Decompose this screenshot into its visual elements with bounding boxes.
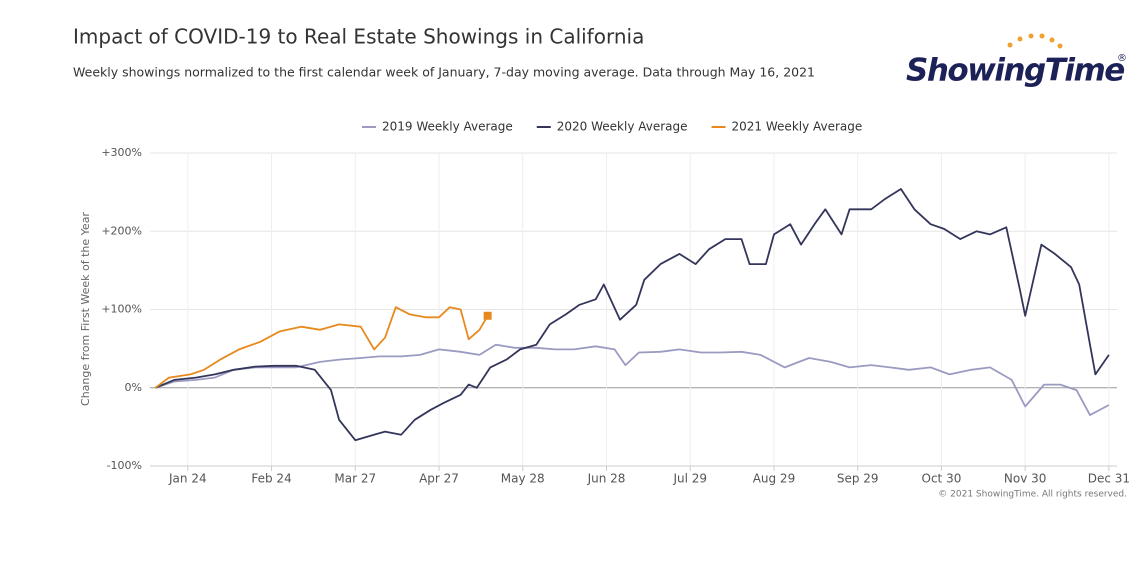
logo-dot: [1049, 37, 1055, 43]
x-tick-label: Jun 28: [587, 472, 626, 486]
x-tick-label: Feb 24: [251, 472, 291, 486]
logo-registered: ®: [1117, 53, 1127, 64]
x-tick-label: Sep 29: [837, 472, 879, 486]
chart-subtitle: Weekly showings normalized to the first …: [73, 65, 815, 80]
x-tick-label: Aug 29: [753, 472, 796, 486]
chart-title: Impact of COVID-19 to Real Estate Showin…: [73, 25, 644, 49]
y-tick-label: +100%: [101, 303, 142, 316]
legend: 2019 Weekly Average 2020 Weekly Average 20…: [362, 120, 862, 134]
end-marker: [483, 311, 492, 320]
legend-label: 2019 Weekly Average: [382, 120, 513, 134]
series-line: [154, 306, 489, 389]
logo-text: ShowingTime: [906, 53, 1124, 89]
y-axis-label: Change from First Week of the Year: [79, 212, 92, 406]
y-tick-label: 0%: [125, 381, 142, 394]
y-tick-label: +200%: [101, 224, 142, 237]
logo: ShowingTime ®: [906, 33, 1127, 89]
legend-label: 2021 Weekly Average: [732, 120, 863, 134]
x-tick-label: May 28: [501, 472, 545, 486]
logo-dot: [1039, 33, 1045, 39]
series-line: [155, 343, 1110, 416]
x-tick-label: Jul 29: [672, 472, 707, 486]
x-tick-label: Dec 31: [1088, 472, 1130, 486]
credit: © 2021 ShowingTime. All rights reserved.: [938, 490, 1127, 500]
x-tick-label: Oct 30: [922, 472, 962, 486]
logo-dot: [1017, 36, 1023, 42]
x-tick-label: Nov 30: [1004, 472, 1047, 486]
legend-label: 2020 Weekly Average: [557, 120, 688, 134]
x-tick-label: Apr 27: [419, 472, 459, 486]
logo-dot: [1028, 33, 1034, 39]
x-tick-label: Mar 27: [334, 472, 376, 486]
y-tick-label: -100%: [107, 459, 142, 472]
logo-dot: [1007, 42, 1013, 48]
logo-dot: [1057, 43, 1063, 49]
x-tick-label: Jan 24: [168, 472, 207, 486]
y-tick-label: +300%: [101, 146, 142, 159]
series-line: [155, 188, 1110, 442]
